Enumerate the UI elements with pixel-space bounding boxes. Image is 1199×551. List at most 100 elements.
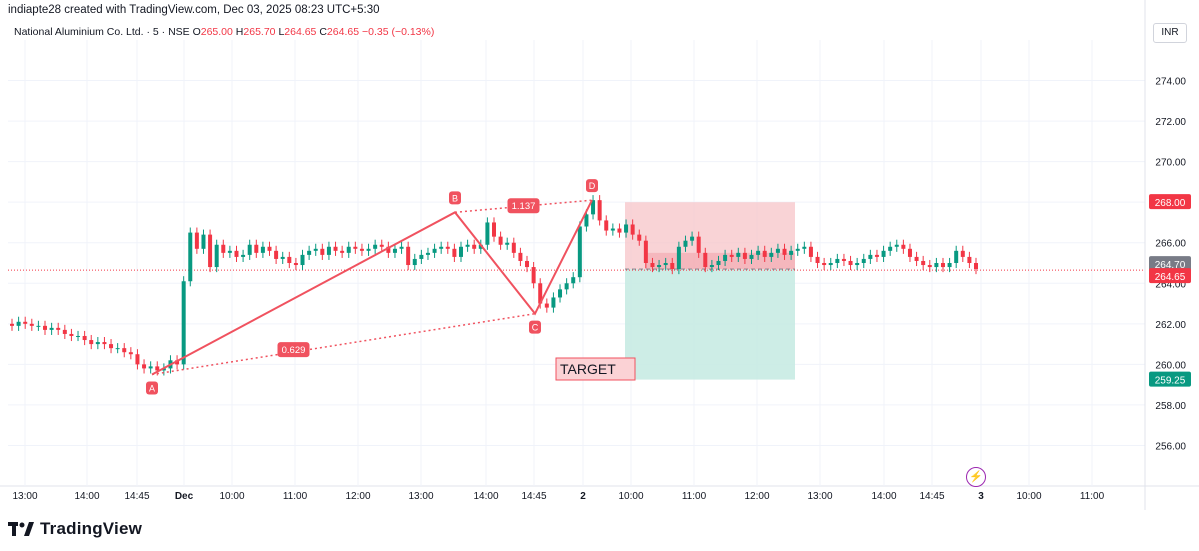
lightning-icon[interactable]: ⚡ — [966, 467, 986, 487]
candle-body — [749, 254, 754, 259]
candle — [214, 239, 219, 273]
candle-body — [729, 254, 734, 257]
candle — [366, 243, 371, 256]
candle — [940, 257, 945, 273]
candle — [241, 249, 246, 262]
candle-body — [571, 277, 576, 284]
candle-body — [29, 323, 34, 326]
candle-body — [676, 246, 681, 270]
candle — [10, 318, 14, 331]
high-label: H — [235, 26, 244, 38]
candle — [465, 239, 470, 252]
candle-body — [518, 252, 523, 261]
candle — [208, 229, 213, 273]
candle-body — [584, 214, 589, 227]
pattern-leg-line — [151, 199, 593, 376]
candle-body — [690, 236, 695, 241]
price-label-text: 259.25 — [1155, 376, 1186, 387]
candle — [571, 272, 576, 289]
candle — [313, 243, 318, 256]
pattern-point-badge — [586, 179, 598, 193]
price-tick-label: 264.00 — [1155, 279, 1186, 290]
candle — [947, 257, 952, 273]
time-tick-label: 3 — [978, 491, 984, 502]
candle-body — [148, 366, 153, 369]
candle — [544, 298, 549, 313]
currency-button[interactable]: INR — [1153, 23, 1187, 43]
candle — [716, 255, 721, 271]
candle-body — [703, 252, 708, 268]
candle-body — [789, 250, 794, 255]
candle-body — [848, 260, 853, 266]
candle — [643, 235, 648, 269]
candle-body — [954, 250, 959, 263]
time-axis[interactable]: 13:00 14:00 14:45 Dec 10:00 11:00 12:00 13:00 14… — [12, 491, 1104, 502]
candle-body — [525, 260, 530, 268]
candle-body — [412, 258, 417, 266]
candle-body — [709, 265, 714, 268]
candle-body — [254, 244, 259, 253]
candle — [102, 336, 107, 350]
candle-body — [551, 297, 556, 308]
candle — [29, 318, 34, 331]
candle — [194, 227, 199, 254]
time-tick-label: 12:00 — [744, 491, 769, 502]
candle — [822, 257, 827, 271]
candle-body — [835, 258, 840, 263]
candle-body — [881, 250, 886, 257]
candle — [927, 259, 932, 273]
candle — [775, 243, 780, 258]
candle-body — [82, 335, 87, 341]
candle-body — [353, 246, 358, 249]
candle — [630, 219, 635, 240]
candle — [954, 245, 959, 269]
candle — [967, 251, 972, 269]
price-tick-label: 270.00 — [1155, 158, 1186, 169]
candle — [419, 249, 424, 265]
candle-body — [320, 248, 325, 255]
candle-body — [23, 321, 28, 324]
candle-body — [492, 222, 496, 237]
tradingview-logo-icon — [8, 521, 34, 537]
ratio-badge — [507, 198, 540, 214]
candle — [425, 247, 430, 260]
candle-body — [808, 246, 813, 257]
candle-body — [142, 364, 147, 369]
candle-body — [888, 246, 893, 251]
candle-body — [591, 200, 596, 215]
candle — [373, 239, 378, 254]
candle-body — [115, 348, 120, 350]
candle-body — [683, 240, 688, 247]
candle — [49, 322, 54, 335]
ratio-label: 1.137 — [512, 201, 536, 212]
tradingview-logo[interactable]: TradingView — [8, 519, 142, 539]
candle — [901, 239, 906, 254]
time-tick-label: 14:45 — [521, 491, 546, 502]
price-tick-label: 266.00 — [1155, 239, 1186, 250]
time-tick-label: 2 — [580, 491, 586, 502]
price-label-text: 264.65 — [1155, 272, 1186, 283]
candle — [762, 245, 767, 262]
time-tick-label: Dec — [175, 491, 194, 502]
price-axis[interactable]: 274.00 272.00 270.00 268.00 266.00 264.00 262.… — [1149, 77, 1191, 453]
low-value: 264.65 — [284, 26, 317, 38]
time-tick-label: 12:00 — [345, 491, 370, 502]
low-label: L — [278, 26, 285, 38]
candle — [445, 241, 450, 254]
candle-body — [36, 325, 41, 327]
time-tick-label: 10:00 — [219, 491, 244, 502]
candle-body — [425, 252, 430, 255]
candle-body — [161, 368, 166, 371]
candle — [201, 229, 206, 254]
candle — [637, 229, 642, 246]
candle-body — [742, 252, 747, 259]
price-label-stop — [1149, 194, 1191, 210]
candle — [300, 249, 305, 271]
harmonic-pattern[interactable]: 1.137 0.629 A B C D TARGET — [146, 179, 636, 395]
candle-body — [43, 325, 48, 330]
candle-body — [775, 248, 780, 253]
candle-body — [650, 263, 655, 268]
open-label: O — [192, 26, 201, 38]
pattern-point-badge — [449, 191, 461, 205]
